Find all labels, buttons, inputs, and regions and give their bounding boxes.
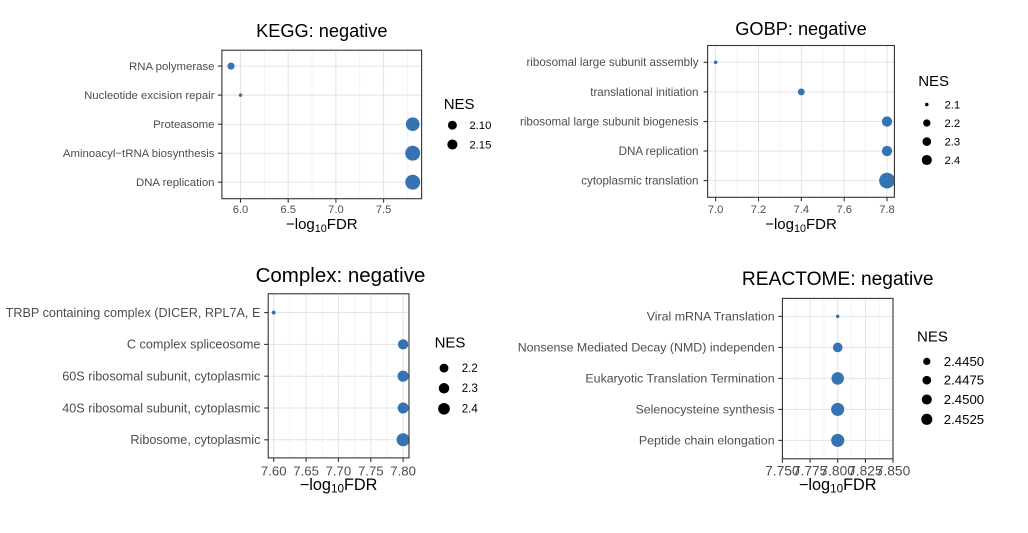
- svg-text:Selenocysteine synthesis: Selenocysteine synthesis: [635, 403, 774, 417]
- svg-text:7.6: 7.6: [836, 204, 852, 216]
- svg-text:2.3: 2.3: [462, 382, 478, 395]
- svg-text:Proteasome: Proteasome: [153, 119, 214, 131]
- svg-text:KEGG: negative: KEGG: negative: [256, 21, 387, 41]
- svg-text:7.0: 7.0: [708, 204, 724, 216]
- svg-text:7.800: 7.800: [820, 464, 855, 479]
- svg-text:Eukaryotic Translation Termina: Eukaryotic Translation Termination: [585, 372, 774, 386]
- svg-text:2.4525: 2.4525: [944, 412, 984, 427]
- svg-text:7.0: 7.0: [328, 204, 344, 216]
- svg-text:2.2: 2.2: [462, 362, 478, 375]
- svg-text:7.775: 7.775: [793, 464, 828, 479]
- svg-text:Peptide chain elongation: Peptide chain elongation: [639, 434, 775, 448]
- svg-text:Aminoacyl−tRNA biosynthesis: Aminoacyl−tRNA biosynthesis: [63, 148, 215, 160]
- svg-text:ribosomal large subunit biogen: ribosomal large subunit biogenesis: [520, 115, 699, 128]
- svg-text:−log10FDR: −log10FDR: [765, 216, 837, 235]
- svg-text:TRBP containing complex (DICER: TRBP containing complex (DICER, RPL7A, E: [6, 306, 261, 320]
- svg-text:7.60: 7.60: [261, 464, 287, 479]
- svg-text:2.4475: 2.4475: [944, 373, 984, 388]
- svg-text:DNA replication: DNA replication: [136, 177, 215, 189]
- svg-text:RNA polymerase: RNA polymerase: [129, 61, 214, 73]
- svg-text:GOBP: negative: GOBP: negative: [735, 19, 866, 39]
- svg-text:NES: NES: [917, 329, 948, 346]
- svg-text:7.75: 7.75: [358, 464, 384, 479]
- svg-text:7.825: 7.825: [848, 464, 883, 479]
- svg-text:6.5: 6.5: [280, 204, 296, 216]
- svg-text:2.4450: 2.4450: [944, 354, 984, 369]
- svg-text:−log10FDR: −log10FDR: [286, 216, 358, 235]
- svg-text:2.4: 2.4: [462, 403, 479, 416]
- svg-text:NES: NES: [435, 335, 466, 352]
- svg-text:7.4: 7.4: [794, 204, 810, 216]
- svg-text:2.1: 2.1: [945, 99, 961, 111]
- svg-text:DNA replication: DNA replication: [619, 145, 699, 158]
- svg-text:2.15: 2.15: [469, 139, 491, 151]
- svg-text:2.4500: 2.4500: [944, 392, 984, 407]
- svg-text:2.4: 2.4: [945, 155, 961, 167]
- svg-text:Viral mRNA Translation: Viral mRNA Translation: [647, 310, 775, 324]
- svg-text:Ribosome, cytoplasmic: Ribosome, cytoplasmic: [130, 433, 260, 447]
- svg-text:Nucleotide excision repair: Nucleotide excision repair: [84, 90, 215, 102]
- svg-text:NES: NES: [444, 96, 475, 113]
- svg-text:NES: NES: [918, 73, 949, 90]
- svg-text:7.5: 7.5: [376, 204, 392, 216]
- svg-text:−log10FDR: −log10FDR: [300, 476, 378, 496]
- svg-text:Complex: negative: Complex: negative: [256, 264, 426, 287]
- svg-text:40S ribosomal subunit, cytopla: 40S ribosomal subunit, cytoplasmic: [62, 401, 260, 415]
- svg-text:6.0: 6.0: [233, 204, 249, 216]
- svg-text:7.8: 7.8: [879, 204, 895, 216]
- svg-text:translational initiation: translational initiation: [590, 86, 698, 99]
- svg-text:ribosomal large subunit assemb: ribosomal large subunit assembly: [526, 56, 698, 69]
- svg-text:REACTOME: negative: REACTOME: negative: [742, 269, 934, 290]
- svg-text:C complex spliceosome: C complex spliceosome: [127, 338, 260, 352]
- svg-text:Nonsense Mediated Decay (NMD): Nonsense Mediated Decay (NMD) independen: [518, 341, 775, 355]
- svg-text:7.2: 7.2: [751, 204, 767, 216]
- svg-text:2.3: 2.3: [945, 136, 961, 148]
- svg-text:7.850: 7.850: [876, 464, 911, 479]
- svg-text:60S ribosomal subunit, cytopla: 60S ribosomal subunit, cytoplasmic: [62, 370, 260, 384]
- svg-text:−log10FDR: −log10FDR: [799, 476, 877, 496]
- svg-text:2.10: 2.10: [469, 120, 491, 132]
- svg-text:7.750: 7.750: [765, 464, 800, 479]
- svg-text:7.65: 7.65: [293, 464, 319, 479]
- svg-text:7.70: 7.70: [326, 464, 352, 479]
- svg-text:7.80: 7.80: [390, 464, 416, 479]
- svg-text:cytoplasmic translation: cytoplasmic translation: [581, 175, 698, 188]
- svg-text:2.2: 2.2: [945, 118, 961, 130]
